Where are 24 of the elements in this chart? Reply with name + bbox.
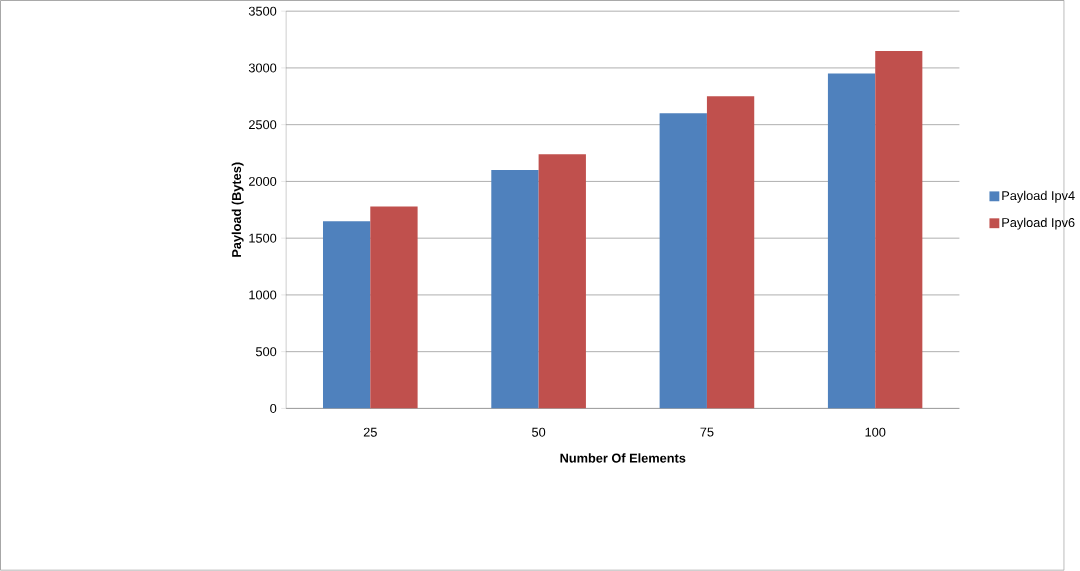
bar [875,51,923,409]
y-axis-title: Payload (Bytes) [231,162,244,257]
x-tick-label: 100 [865,427,886,437]
y-tick-label: 0 [270,404,277,414]
y-tick-label: 3500 [248,6,277,16]
x-tick-label: 75 [700,427,714,437]
x-tick-label: 50 [532,427,546,437]
bar [491,170,539,409]
y-tick-label: 500 [255,347,277,357]
legend-label: Payload Ipv4 [1002,190,1075,203]
y-tick-label: 2000 [249,177,277,187]
y-tick-label: 1000 [249,290,277,300]
bar [706,96,755,409]
x-axis-title: Number Of Elements [560,453,686,463]
y-tick-label: 1500 [249,233,277,243]
bar [322,221,371,409]
legend-label: Payload Ipv6 [1002,217,1075,230]
y-tick-label: 3000 [248,63,277,73]
bar [370,206,418,409]
y-tick-label: 2500 [249,120,277,130]
bar [659,113,707,409]
bar [827,73,876,409]
x-tick-label: 25 [363,427,377,437]
bar [538,154,586,409]
